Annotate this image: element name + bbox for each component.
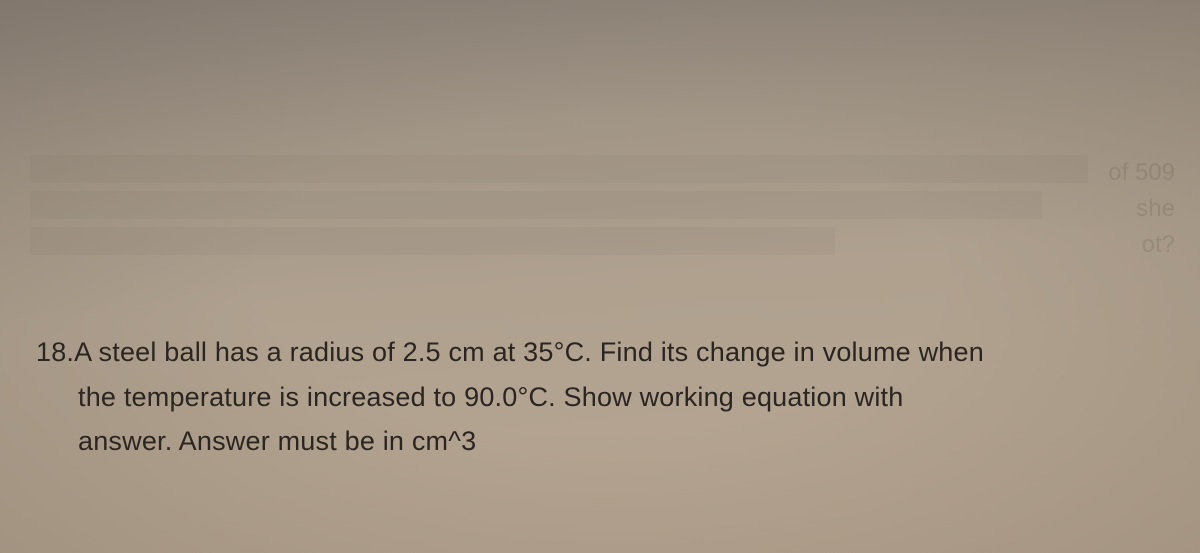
question-number: 18. <box>36 337 74 367</box>
faded-fragment: she <box>1108 191 1175 227</box>
question-text-line1: A steel ball has a radius of 2.5 cm at 3… <box>74 337 984 367</box>
question-18: 18.A steel ball has a radius of 2.5 cm a… <box>36 330 1170 464</box>
question-line-1: 18.A steel ball has a radius of 2.5 cm a… <box>36 330 1170 375</box>
faded-fragment: ot? <box>1108 227 1175 263</box>
faded-right-fragments: of 509 she ot? <box>1108 155 1175 263</box>
question-text-line3: answer. Answer must be in cm^3 <box>36 419 1170 464</box>
faded-line <box>30 155 1088 183</box>
faded-line <box>30 227 835 255</box>
faded-fragment: of 509 <box>1108 155 1175 191</box>
faded-previous-question <box>30 155 1180 305</box>
faded-line <box>30 191 1042 219</box>
question-text-line2: the temperature is increased to 90.0°C. … <box>36 375 1170 420</box>
